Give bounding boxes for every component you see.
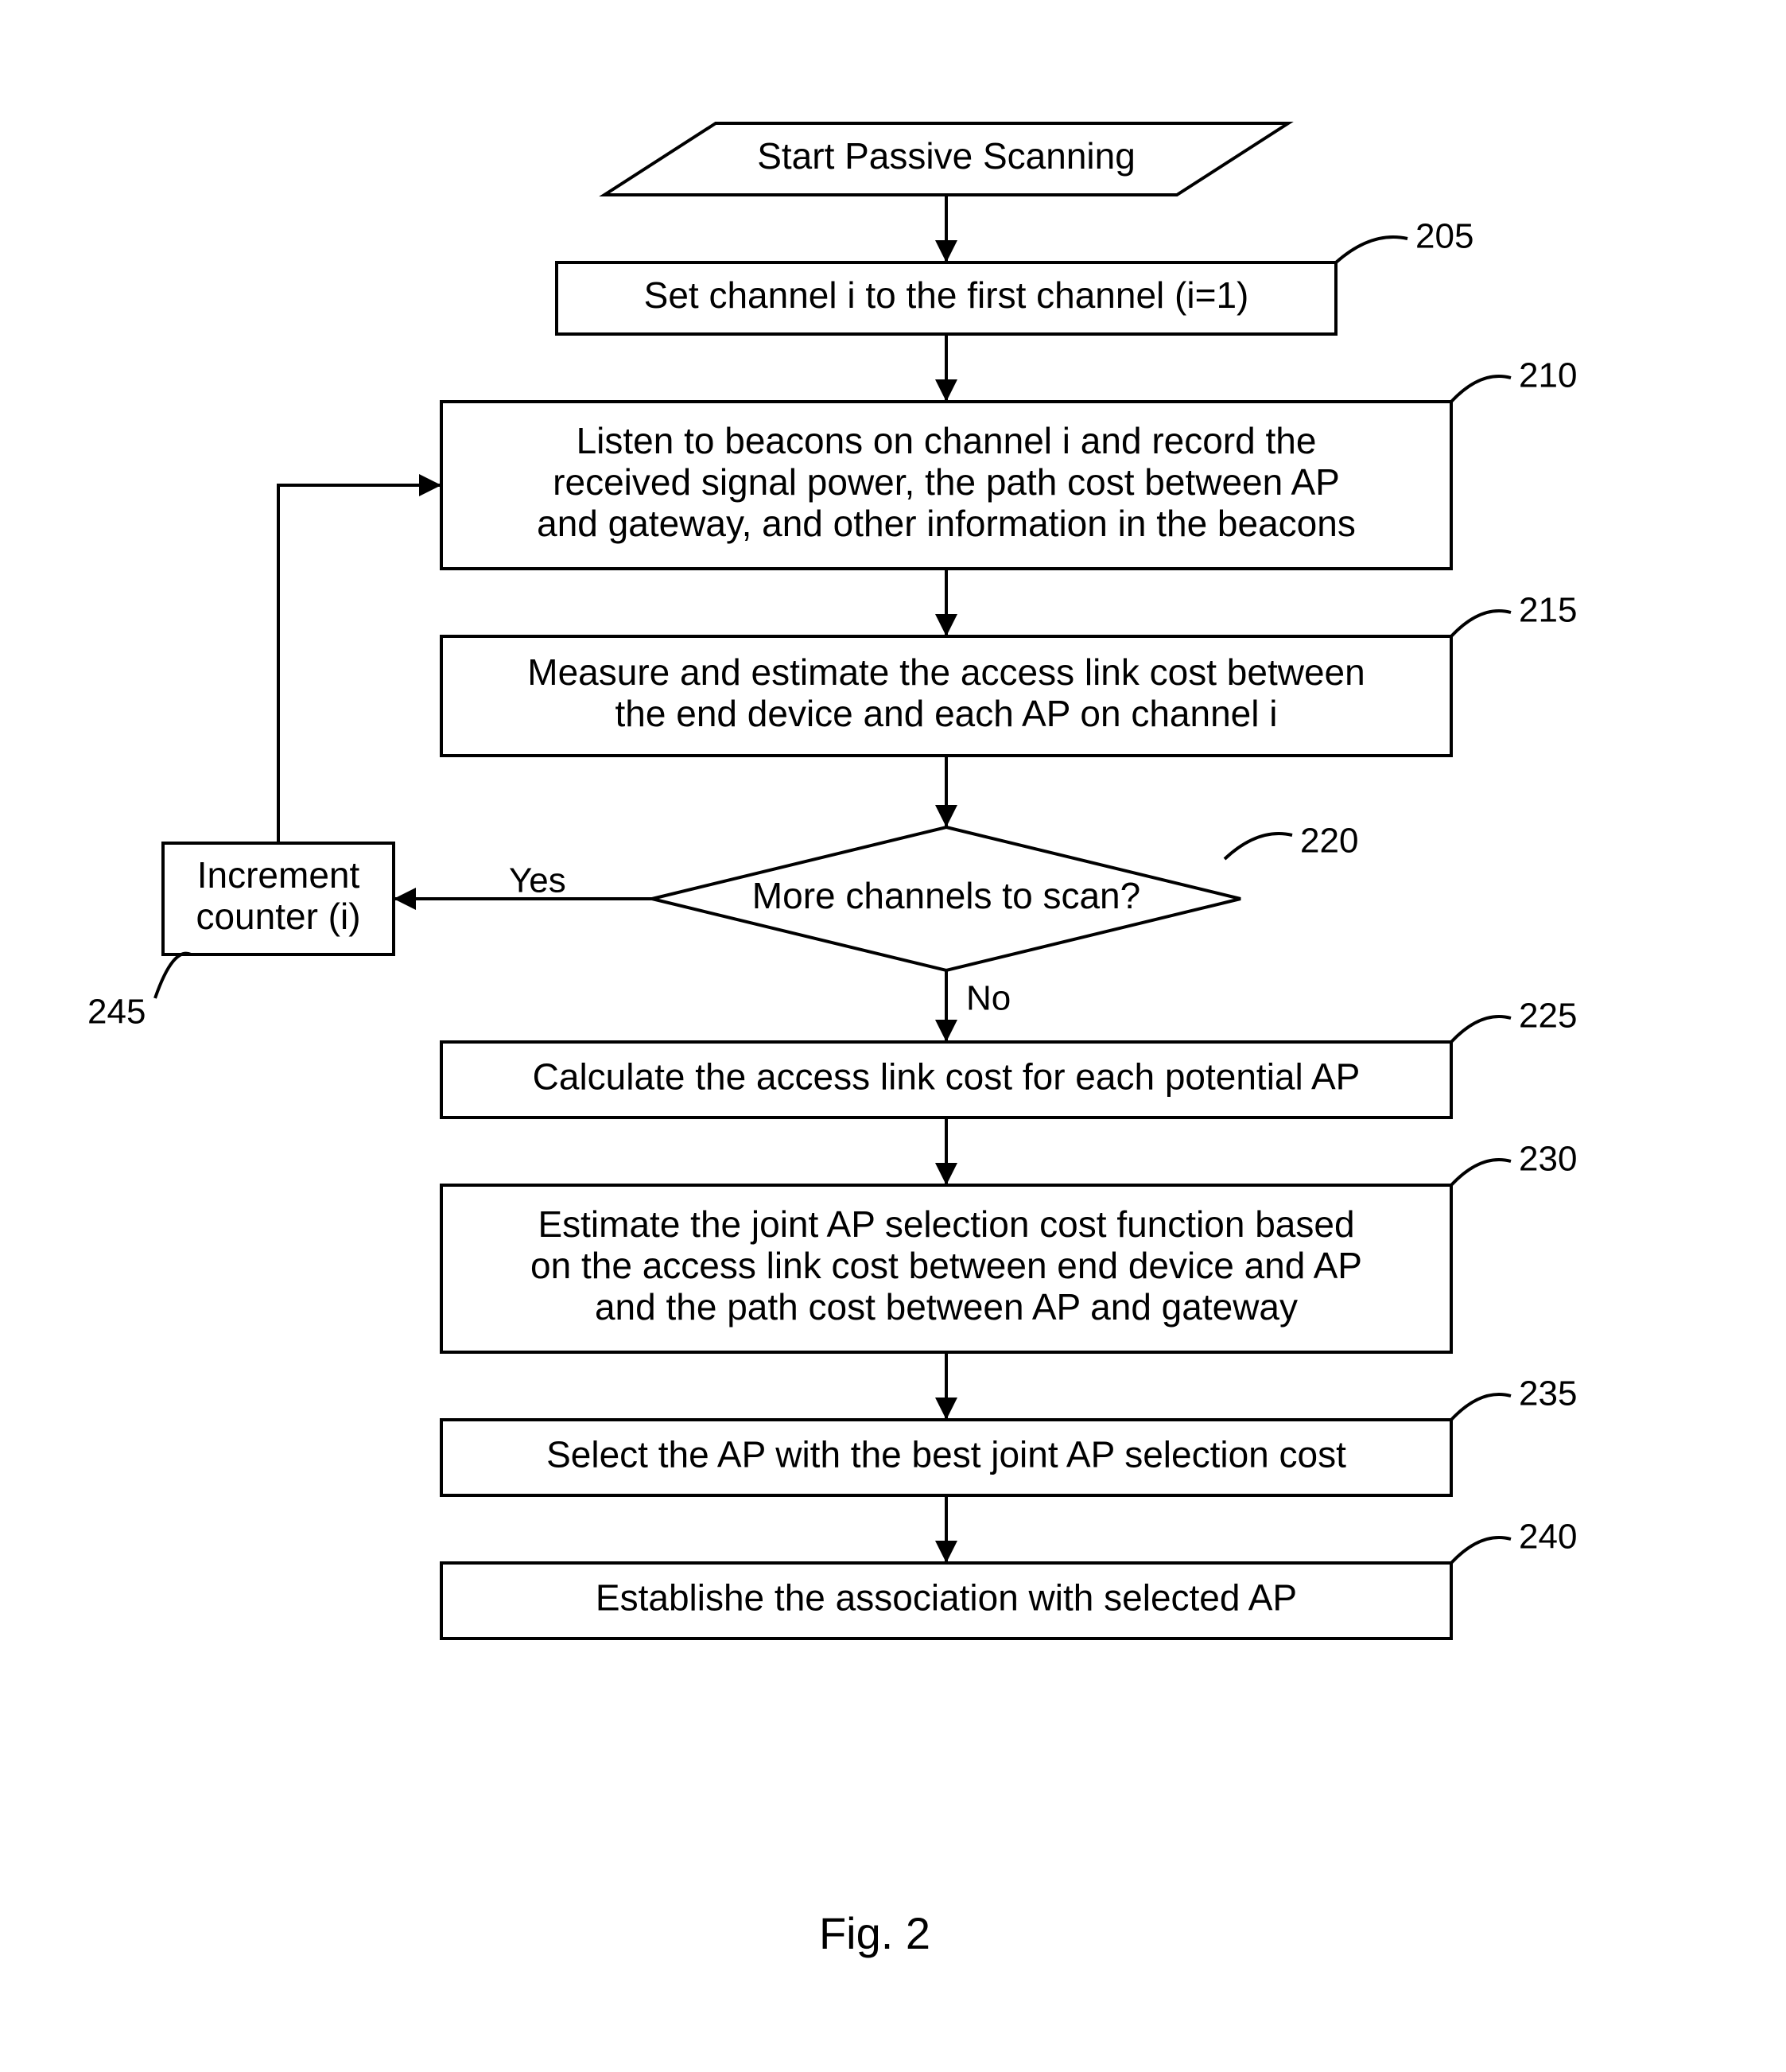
e_245_210 [278,485,441,843]
n230-leader [1451,1160,1511,1185]
n225-leader [1451,1017,1511,1042]
n230-label-line-2: and the path cost between AP and gateway [595,1286,1298,1328]
n215-label-line-1: the end device and each AP on channel i [615,693,1278,734]
n215-label: Measure and estimate the access link cos… [527,651,1365,734]
n225-ref: 225 [1519,997,1577,1036]
n230-ref: 230 [1519,1140,1577,1179]
n235-leader [1451,1394,1511,1420]
n245-ref: 245 [87,993,146,1032]
n245-leader [155,954,191,998]
n210-ref: 210 [1519,356,1577,395]
n215-ref: 215 [1519,591,1577,630]
d220-leader [1225,834,1292,859]
n210-label-line-2: and gateway, and other information in th… [537,503,1356,544]
e_220_225-label: No [966,979,1011,1018]
n235-ref: 235 [1519,1374,1577,1413]
n240-label: Establishe the association with selected… [596,1577,1297,1619]
n205-leader [1336,237,1407,262]
n210-label-line-0: Listen to beacons on channel i and recor… [577,420,1317,461]
n230-label: Estimate the joint AP selection cost fun… [530,1203,1362,1328]
d220-label: More channels to scan? [752,875,1140,916]
n240-label-line-0: Establishe the association with selected… [596,1577,1297,1619]
n205-label-line-0: Set channel i to the first channel (i=1) [644,274,1249,316]
n205-ref: 205 [1415,217,1473,256]
n210-leader [1451,376,1511,402]
n245-label: Incrementcounter (i) [196,854,360,937]
n210-label-line-1: received signal power, the path cost bet… [553,461,1340,503]
start-label-line-0: Start Passive Scanning [757,135,1136,177]
n240-ref: 240 [1519,1518,1577,1557]
n245-label-line-0: Increment [197,854,360,896]
n225-label-line-0: Calculate the access link cost for each … [533,1056,1361,1098]
n245-label-line-1: counter (i) [196,896,360,937]
n215-leader [1451,611,1511,636]
e_220_245-label: Yes [509,861,566,900]
n230-label-line-0: Estimate the joint AP selection cost fun… [538,1203,1354,1245]
n215-label-line-0: Measure and estimate the access link cos… [527,651,1365,693]
d220-label-line-0: More channels to scan? [752,875,1140,916]
start-label: Start Passive Scanning [757,135,1136,177]
d220-ref: 220 [1300,822,1358,861]
n230-label-line-1: on the access link cost between end devi… [530,1245,1362,1286]
n205-label: Set channel i to the first channel (i=1) [644,274,1249,316]
n235-label: Select the AP with the best joint AP sel… [546,1434,1346,1475]
n210-label: Listen to beacons on channel i and recor… [537,420,1356,544]
n240-leader [1451,1537,1511,1563]
figure-label: Fig. 2 [819,1908,930,1958]
n225-label: Calculate the access link cost for each … [533,1056,1361,1098]
n235-label-line-0: Select the AP with the best joint AP sel… [546,1434,1346,1475]
